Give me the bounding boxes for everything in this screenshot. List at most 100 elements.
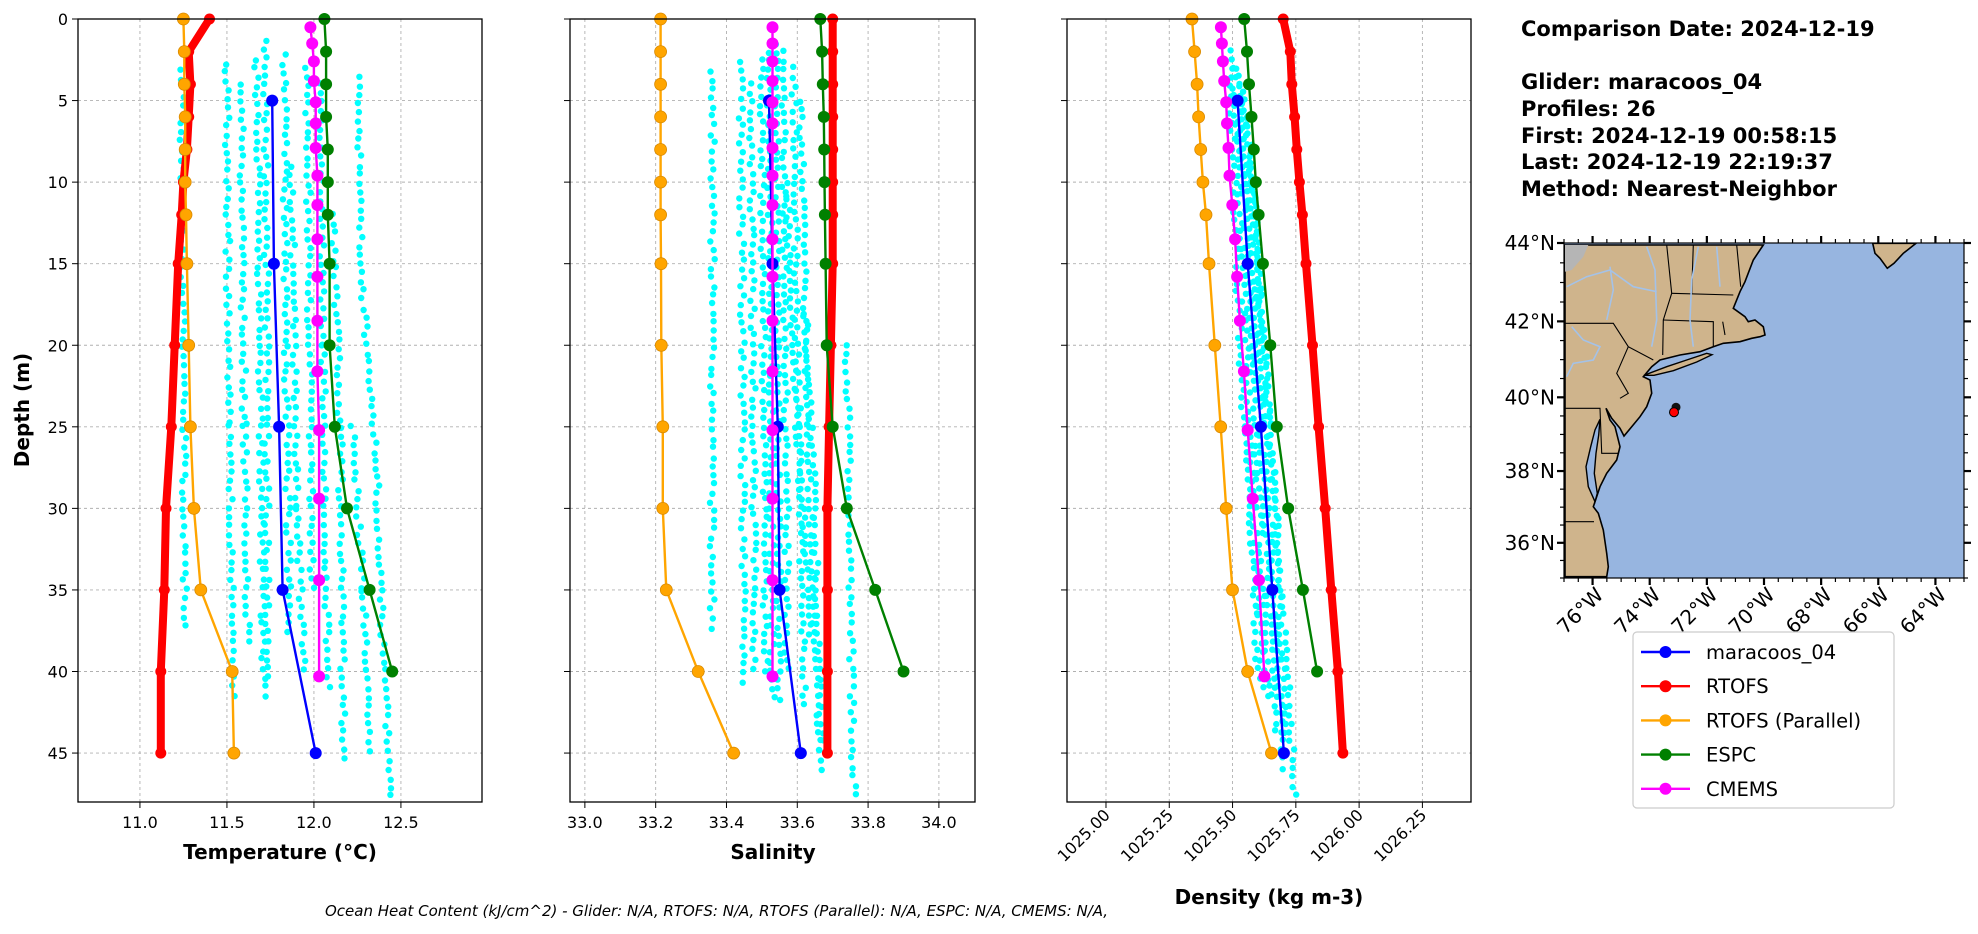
glider-obs-point bbox=[295, 484, 302, 491]
glider-obs-point bbox=[252, 57, 260, 64]
glider-obs-point bbox=[757, 192, 764, 200]
glider-obs-point bbox=[283, 566, 291, 573]
data-point-rtofs bbox=[169, 339, 181, 351]
glider-obs-point bbox=[775, 337, 782, 344]
glider-obs-point bbox=[790, 359, 797, 366]
glider-obs-point bbox=[225, 422, 232, 429]
glider-obs-point bbox=[1258, 285, 1265, 292]
glider-obs-point bbox=[799, 113, 806, 121]
glider-obs-point bbox=[335, 495, 343, 502]
x-tick-label: 1025.75 bbox=[1243, 805, 1303, 865]
data-point-rtofs bbox=[1293, 176, 1305, 188]
glider-obs-point bbox=[340, 603, 348, 611]
glider-obs-point bbox=[375, 553, 382, 561]
glider-obs-point bbox=[1258, 308, 1266, 316]
glider-obs-point bbox=[281, 230, 288, 238]
map-lat-label: 36°N bbox=[1505, 531, 1555, 555]
data-point-cmems bbox=[766, 141, 779, 154]
glider-obs-point bbox=[227, 576, 234, 584]
glider-obs-point bbox=[816, 747, 823, 754]
glider-obs-point bbox=[225, 330, 232, 337]
legend-label: ESPC bbox=[1706, 744, 1756, 767]
data-point-cmems bbox=[1229, 233, 1242, 246]
glider-obs-point bbox=[800, 160, 808, 168]
series-maracoos-04 bbox=[1231, 94, 1290, 760]
glider-obs-point bbox=[330, 301, 338, 309]
glider-obs-point bbox=[321, 540, 328, 548]
glider-obs-point bbox=[707, 383, 714, 390]
glider-obs-point bbox=[257, 494, 265, 501]
glider-obs-point bbox=[801, 532, 809, 540]
glider-obs-point bbox=[1288, 720, 1295, 728]
glider-obs-point bbox=[1252, 628, 1259, 636]
glider-obs-point bbox=[742, 606, 749, 613]
map-lon-label: 64°W bbox=[1895, 582, 1951, 638]
glider-observations bbox=[176, 37, 395, 798]
glider-obs-point bbox=[797, 98, 804, 106]
glider-obs-point bbox=[749, 609, 757, 616]
glider-obs-point bbox=[263, 475, 270, 482]
glider-obs-point bbox=[339, 441, 346, 448]
glider-obs-point bbox=[847, 565, 855, 572]
glider-obs-point bbox=[785, 560, 793, 567]
glider-obs-point bbox=[370, 431, 377, 438]
glider-obs-point bbox=[792, 153, 799, 160]
glider-obs-point bbox=[224, 96, 231, 103]
glider-obs-point bbox=[290, 394, 297, 402]
glider-obs-point bbox=[799, 665, 807, 672]
glider-obs-point bbox=[790, 199, 798, 206]
data-point-espc bbox=[320, 78, 333, 91]
glider-obs-point bbox=[736, 195, 743, 202]
glider-obs-point bbox=[304, 207, 312, 215]
glider-obs-point bbox=[379, 613, 386, 620]
glider-obs-point bbox=[340, 593, 347, 600]
glider-obs-point bbox=[262, 306, 269, 313]
glider-obs-point bbox=[265, 333, 272, 340]
data-point-rtofs-parallel bbox=[659, 583, 673, 597]
river bbox=[1689, 246, 1700, 347]
glider-obs-point bbox=[354, 118, 362, 125]
glider-obs-point bbox=[351, 476, 358, 483]
glider-obs-point bbox=[805, 612, 813, 619]
glider-obs-point bbox=[364, 323, 371, 330]
glider-obs-point bbox=[782, 524, 790, 531]
glider-obs-point bbox=[239, 422, 246, 430]
glider-obs-point bbox=[710, 120, 718, 128]
glider-obs-point bbox=[739, 679, 746, 686]
legend-label: RTOFS (Parallel) bbox=[1706, 709, 1861, 732]
data-point-rtofs-parallel bbox=[654, 143, 667, 156]
glider-obs-point bbox=[256, 334, 263, 341]
legend-marker bbox=[1659, 782, 1672, 795]
glider-obs-point bbox=[181, 309, 188, 316]
glider-obs-point bbox=[239, 386, 246, 393]
glider-obs-point bbox=[338, 683, 345, 690]
glider-obs-point bbox=[747, 324, 754, 331]
glider-obs-point bbox=[844, 468, 851, 475]
data-point-rtofs bbox=[827, 176, 839, 188]
glider-obs-point bbox=[260, 46, 268, 53]
glider-obs-point bbox=[225, 384, 232, 391]
glider-obs-point bbox=[1273, 709, 1280, 716]
glider-obs-point bbox=[240, 270, 247, 278]
glider-obs-point bbox=[365, 357, 373, 365]
glider-obs-point bbox=[708, 416, 716, 423]
glider-obs-point bbox=[1248, 549, 1256, 556]
glider-obs-point bbox=[363, 612, 370, 619]
glider-obs-point bbox=[845, 531, 852, 538]
glider-obs-point bbox=[800, 620, 807, 627]
glider-obs-point bbox=[181, 444, 188, 451]
glider-obs-point bbox=[283, 220, 290, 228]
data-point-cmems bbox=[1226, 199, 1239, 211]
glider-obs-point bbox=[1260, 522, 1267, 529]
glider-obs-point bbox=[791, 334, 799, 342]
glider-obs-point bbox=[223, 203, 230, 211]
glider-obs-point bbox=[366, 728, 374, 736]
glider-obs-point bbox=[740, 354, 747, 361]
glider-obs-point bbox=[1246, 197, 1254, 204]
glider-obs-point bbox=[282, 368, 289, 375]
glider-obs-point bbox=[223, 320, 231, 327]
glider-obs-point bbox=[322, 486, 330, 493]
glider-obs-point bbox=[1275, 515, 1282, 522]
glider-obs-point bbox=[308, 379, 315, 386]
glider-obs-point bbox=[279, 196, 287, 203]
